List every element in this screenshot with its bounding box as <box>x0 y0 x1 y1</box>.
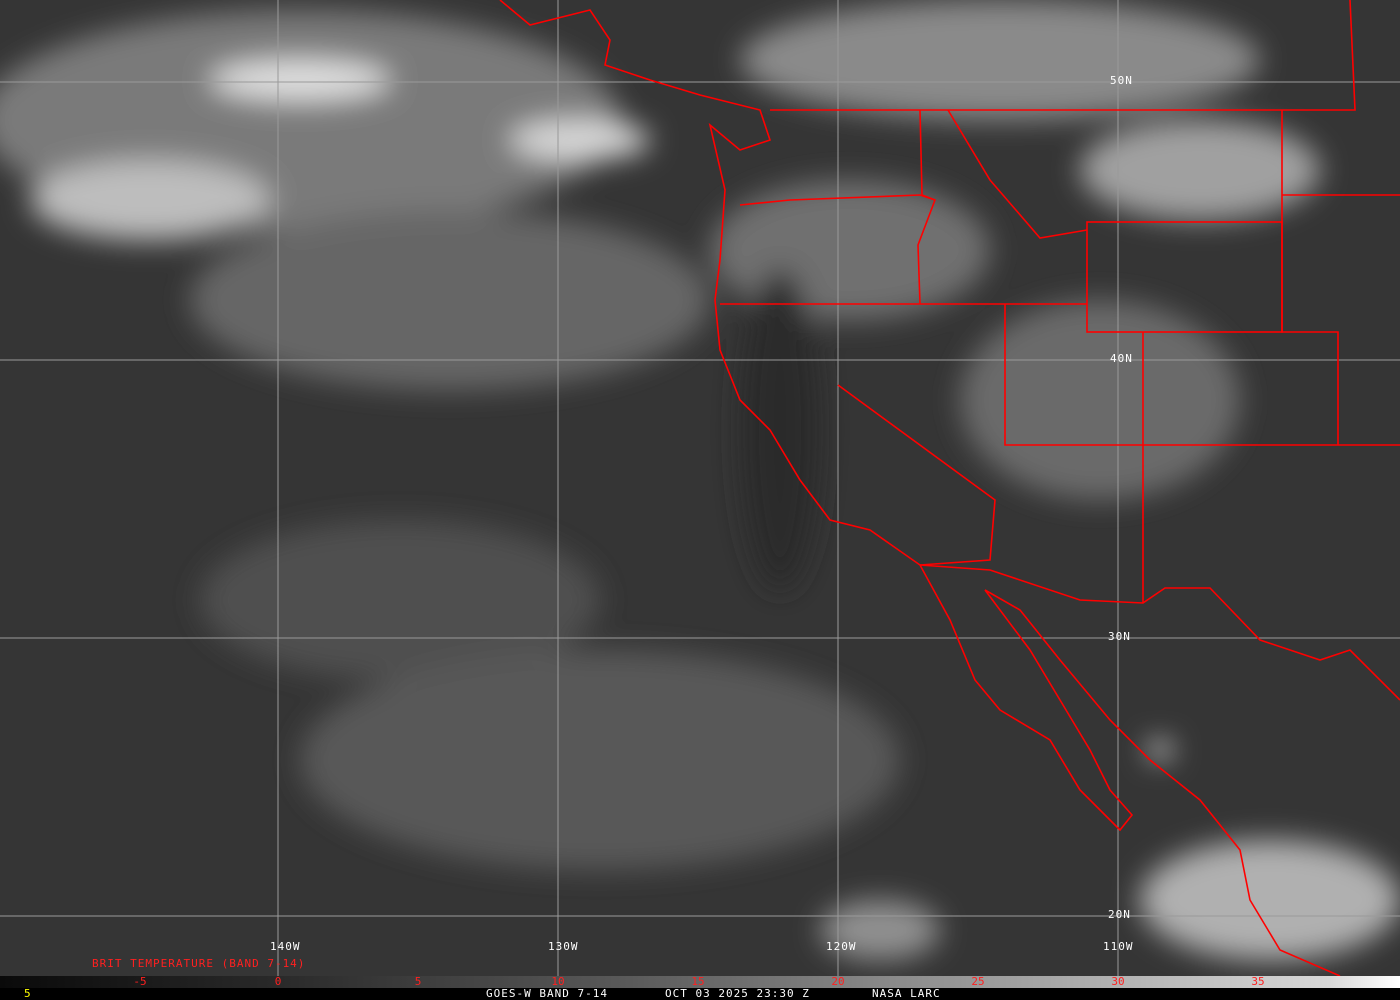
lon-label-130w: 130W <box>548 940 579 953</box>
ca-nv-border <box>837 384 996 566</box>
colorbar-title: BRIT TEMPERATURE (BAND 7-14) <box>92 957 306 970</box>
id-mt-border <box>947 109 1088 239</box>
satellite-band: GOES-W BAND 7-14 <box>486 987 608 1000</box>
colorbar-tick: 20 <box>831 975 845 988</box>
nv-east-border <box>1004 304 1143 446</box>
colorbar-tick: 15 <box>691 975 705 988</box>
idaho-border <box>917 109 937 305</box>
colorbar-tick: 5 <box>414 975 422 988</box>
canada-border <box>770 0 1356 111</box>
mexico-border <box>919 564 1400 701</box>
colorbar-tick: 25 <box>971 975 985 988</box>
footer-bar: 5 GOES-W BAND 7-14 OCT 03 2025 23:30 Z N… <box>0 987 1400 1000</box>
colorbar-tick: 10 <box>551 975 565 988</box>
lat-label-40n: 40N <box>1110 352 1133 365</box>
boundaries <box>499 0 1400 976</box>
frame-number: 5 <box>24 987 32 1000</box>
lon-label-120w: 120W <box>826 940 857 953</box>
timestamp: OCT 03 2025 23:30 Z <box>665 987 810 1000</box>
satellite-imagery <box>0 0 1400 976</box>
coastline-north <box>499 0 1341 976</box>
colorbar-tick: -5 <box>133 975 147 988</box>
lon-label-110w: 110W <box>1103 940 1134 953</box>
colorbar-tick: 0 <box>274 975 282 988</box>
lat-label-50n: 50N <box>1110 74 1133 87</box>
colorbar <box>0 976 1400 988</box>
lat-label-20n: 20N <box>1108 908 1131 921</box>
graticule <box>0 0 1400 976</box>
co-border <box>1281 110 1339 445</box>
cloud-field <box>0 0 1400 960</box>
lon-label-140w: 140W <box>270 940 301 953</box>
lat-label-30n: 30N <box>1108 630 1131 643</box>
colorbar-tick: 35 <box>1251 975 1265 988</box>
colorbar-tick: 30 <box>1111 975 1125 988</box>
source-credit: NASA LARC <box>872 987 941 1000</box>
